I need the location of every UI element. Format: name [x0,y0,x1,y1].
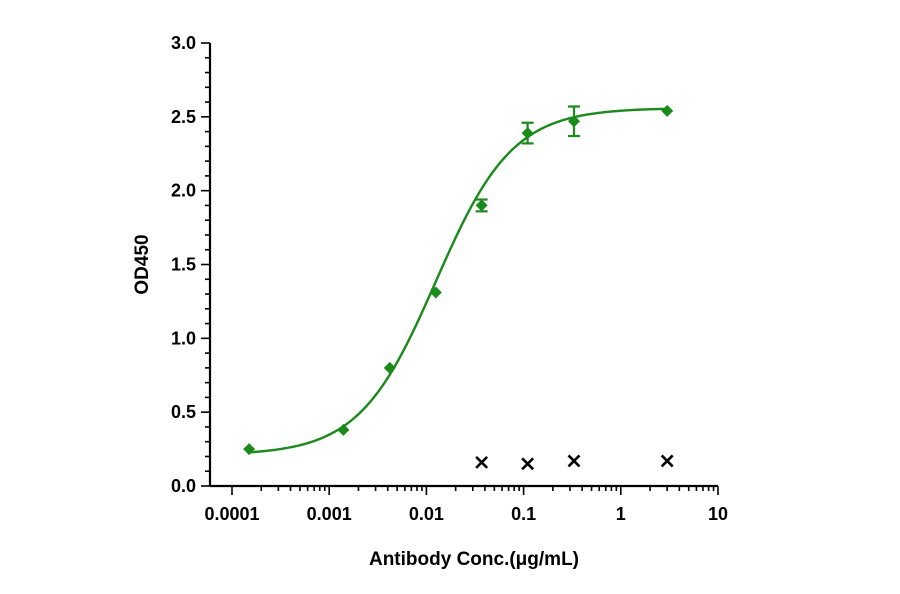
y-axis-title: OD450 [132,234,153,294]
x-mark-point [475,455,489,469]
y-tick-label: 3.0 [171,33,196,53]
y-tick-label: 0.0 [171,476,196,496]
diamond-point [383,361,396,374]
y-tick-label: 1.0 [171,328,196,348]
x-tick-label: 10 [708,504,728,524]
diamond-point [475,199,488,212]
y-tick-label: 1.5 [171,255,196,275]
diamond-point [521,127,534,140]
diamond-point [429,286,442,299]
data-points [243,104,674,471]
diamond-point [567,115,580,128]
x-tick-label: 0.01 [409,504,444,524]
y-tick-label: 0.5 [171,402,196,422]
x-mark-stroke [475,455,489,469]
diamond-point [661,104,674,117]
y-tick-label: 2.5 [171,107,196,127]
y-tick-label: 2.0 [171,181,196,201]
x-mark-stroke [521,457,535,471]
x-mark-point [660,454,674,468]
x-mark-point [567,454,581,468]
fit-curve [249,107,668,454]
x-tick-label: 1 [616,504,626,524]
x-mark-stroke [567,454,581,468]
x-tick-label: 0.001 [307,504,352,524]
axes: 0.0 0.5 1.0 1.5 2.0 2.5 3.0 0.0001 0.001 0.01 0.1 1… [171,33,728,524]
x-mark-stroke [660,454,674,468]
x-axis-title: Antibody Conc.(μg/mL) [369,549,579,570]
diamond-point [337,423,350,436]
diamond-point [243,443,256,456]
x-tick-label: 0.0001 [204,504,259,524]
x-mark-point [521,457,535,471]
x-tick-label: 0.1 [511,504,536,524]
fit-curve-layer [249,107,668,454]
